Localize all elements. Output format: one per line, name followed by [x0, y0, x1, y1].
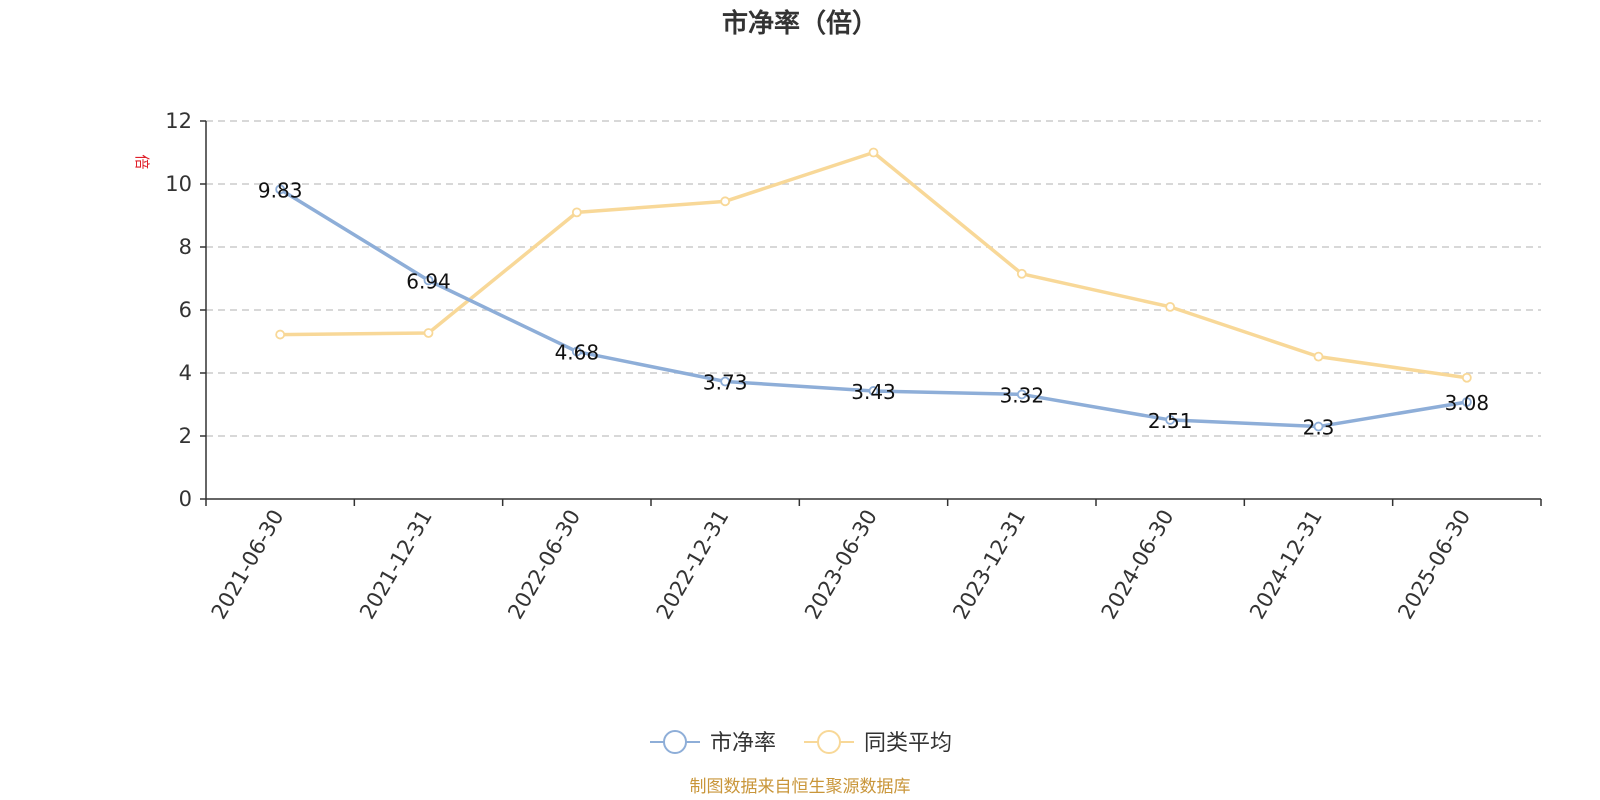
- x-tick-label: 2024-06-30: [1097, 506, 1179, 624]
- x-tick-label: 2021-12-31: [355, 506, 437, 624]
- legend-swatch-marker: [663, 730, 687, 754]
- data-label: 6.94: [406, 269, 451, 293]
- data-label: 4.68: [555, 341, 600, 365]
- data-label: 2.3: [1303, 416, 1335, 440]
- legend-item-0[interactable]: 市净率: [650, 730, 776, 756]
- series-0-point[interactable]: [1313, 421, 1324, 432]
- series-line-1: [278, 150, 1469, 380]
- series-1-point[interactable]: [423, 328, 434, 338]
- series-1-point[interactable]: [275, 329, 286, 340]
- data-label: 3.08: [1445, 391, 1490, 415]
- x-tick-label: 2024-12-31: [1245, 506, 1327, 624]
- series-1-point[interactable]: [1165, 301, 1176, 312]
- x-tick-label: 2022-12-31: [652, 506, 734, 624]
- y-tick-label: 2: [179, 424, 192, 448]
- legend-label: 同类平均: [864, 731, 952, 756]
- series-0-point[interactable]: [1461, 397, 1472, 407]
- x-tick-label: 2021-06-30: [207, 506, 289, 624]
- series-0-point[interactable]: [868, 386, 879, 396]
- series-1-point[interactable]: [1313, 351, 1324, 362]
- legend[interactable]: 市净率 同类平均: [650, 730, 952, 756]
- data-label: 3.32: [1000, 383, 1045, 407]
- series-1-point[interactable]: [868, 147, 879, 158]
- data-labels: 9.83 6.94 4.68 3.73 3.43 3.32 2.51 2.3 3.08: [258, 178, 1489, 439]
- data-label: 2.51: [1148, 409, 1193, 433]
- source-note: 制图数据来自恒生聚源数据库: [690, 777, 911, 797]
- y-tick-label: 8: [179, 235, 192, 259]
- data-label: 9.83: [258, 178, 303, 202]
- series-1-point[interactable]: [1016, 268, 1027, 279]
- axes: 0 2 4 6 8 10 12 2021-06-30 2021-12-31 2022-06-30 2…: [165, 109, 1542, 624]
- series-0-point[interactable]: [1016, 389, 1027, 400]
- y-tick-label: 10: [165, 172, 192, 196]
- legend-label: 市净率: [710, 731, 776, 756]
- x-tick-label: 2023-12-31: [948, 506, 1030, 624]
- data-label: 3.73: [703, 371, 748, 395]
- x-tick-label: 2022-06-30: [503, 506, 585, 624]
- y-tick-label: 6: [179, 298, 192, 322]
- x-tick-label: 2023-06-30: [800, 506, 882, 624]
- chart-title: 市净率（倍）: [722, 8, 878, 39]
- y-tick-label: 4: [179, 361, 192, 385]
- y-axis-unit-label: 倍: [133, 154, 151, 169]
- series-1-point[interactable]: [1461, 372, 1472, 383]
- series-0-point[interactable]: [571, 346, 582, 357]
- y-tick-label: 0: [179, 487, 192, 511]
- y-tick-label: 12: [165, 109, 192, 133]
- series-0-point[interactable]: [423, 275, 434, 286]
- series-1-point[interactable]: [720, 196, 731, 207]
- series-0-point[interactable]: [1165, 415, 1176, 425]
- grid-lines: [206, 120, 1541, 437]
- series-1-point[interactable]: [571, 207, 582, 218]
- legend-swatch-marker: [817, 730, 841, 754]
- legend-item-1[interactable]: 同类平均: [804, 730, 952, 756]
- x-tick-label: 2025-06-30: [1393, 506, 1475, 624]
- series-layer: [275, 147, 1472, 432]
- series-0-point[interactable]: [275, 184, 286, 195]
- data-label: 3.43: [851, 380, 896, 404]
- series-0-point[interactable]: [720, 376, 731, 387]
